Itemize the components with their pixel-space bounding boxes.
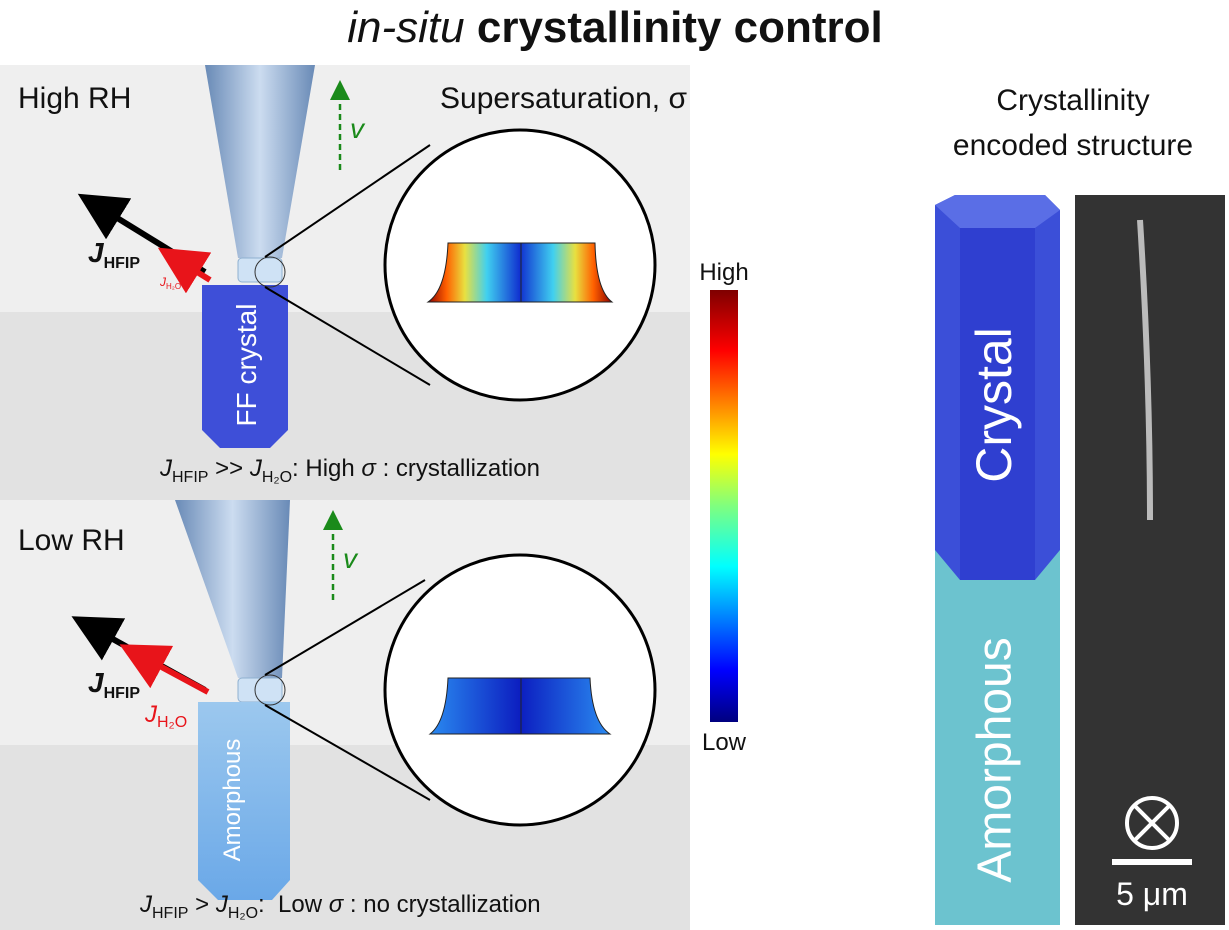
caption-part: J	[159, 455, 173, 482]
meniscus	[238, 258, 282, 282]
flux-symbol: J	[144, 701, 158, 728]
micrograph	[1075, 195, 1225, 925]
structure-title: encoded structure	[953, 129, 1193, 162]
caption-part: HFIP	[172, 469, 208, 486]
colorbar	[710, 290, 738, 722]
figure-title: in-situ crystallinity control	[347, 3, 883, 52]
crystal-label: Crystal	[966, 327, 1022, 483]
scale-label: 5 μm	[1116, 876, 1188, 912]
caption-part: : Low	[258, 891, 329, 918]
caption-part: : no crystallization	[343, 891, 540, 918]
flux-subscript: HFIP	[104, 255, 141, 272]
caption-part: HFIP	[152, 905, 188, 922]
flux-symbol: J	[88, 237, 105, 268]
figure: in-situ crystallinity control High RH Su…	[0, 0, 1229, 930]
caption-part: J	[139, 891, 153, 918]
caption-part: J	[249, 455, 263, 482]
flux-subscript: H₂O	[166, 282, 181, 291]
simulation-map	[430, 678, 610, 734]
title-italic: in-situ	[347, 3, 464, 52]
colorbar-low: Low	[702, 729, 747, 756]
velocity-label: v	[343, 543, 359, 574]
structure-title: Crystallinity	[996, 84, 1149, 117]
title-bold: crystallinity control	[477, 3, 883, 52]
panel-heading: Supersaturation, σ	[440, 82, 687, 115]
velocity-label: v	[350, 113, 366, 144]
flux-subscript: HFIP	[104, 685, 141, 702]
meniscus	[238, 678, 282, 702]
flux-symbol: J	[88, 667, 105, 698]
fiber-label: Amorphous	[219, 739, 246, 862]
caption-part: J	[215, 891, 229, 918]
caption-part: >>	[208, 455, 249, 482]
panel-caption: JHFIP > JH₂O: Low σ : no crystallization	[139, 891, 541, 922]
caption-part: : crystallization	[376, 455, 540, 482]
colorbar-high: High	[699, 259, 748, 286]
flux-subscript: H₂O	[157, 714, 187, 731]
panel-caption: JHFIP >> JH₂O: High σ : crystallization	[159, 455, 540, 486]
caption-part: H₂O	[262, 469, 292, 486]
fiber-label: FF crystal	[231, 304, 262, 427]
caption-part: >	[188, 891, 215, 918]
caption-part: : High	[292, 455, 361, 482]
caption-part: H₂O	[228, 905, 258, 922]
condition-label: High RH	[18, 82, 131, 115]
condition-label: Low RH	[18, 524, 125, 557]
simulation-map	[428, 243, 612, 302]
amorphous-label: Amorphous	[969, 637, 1022, 882]
